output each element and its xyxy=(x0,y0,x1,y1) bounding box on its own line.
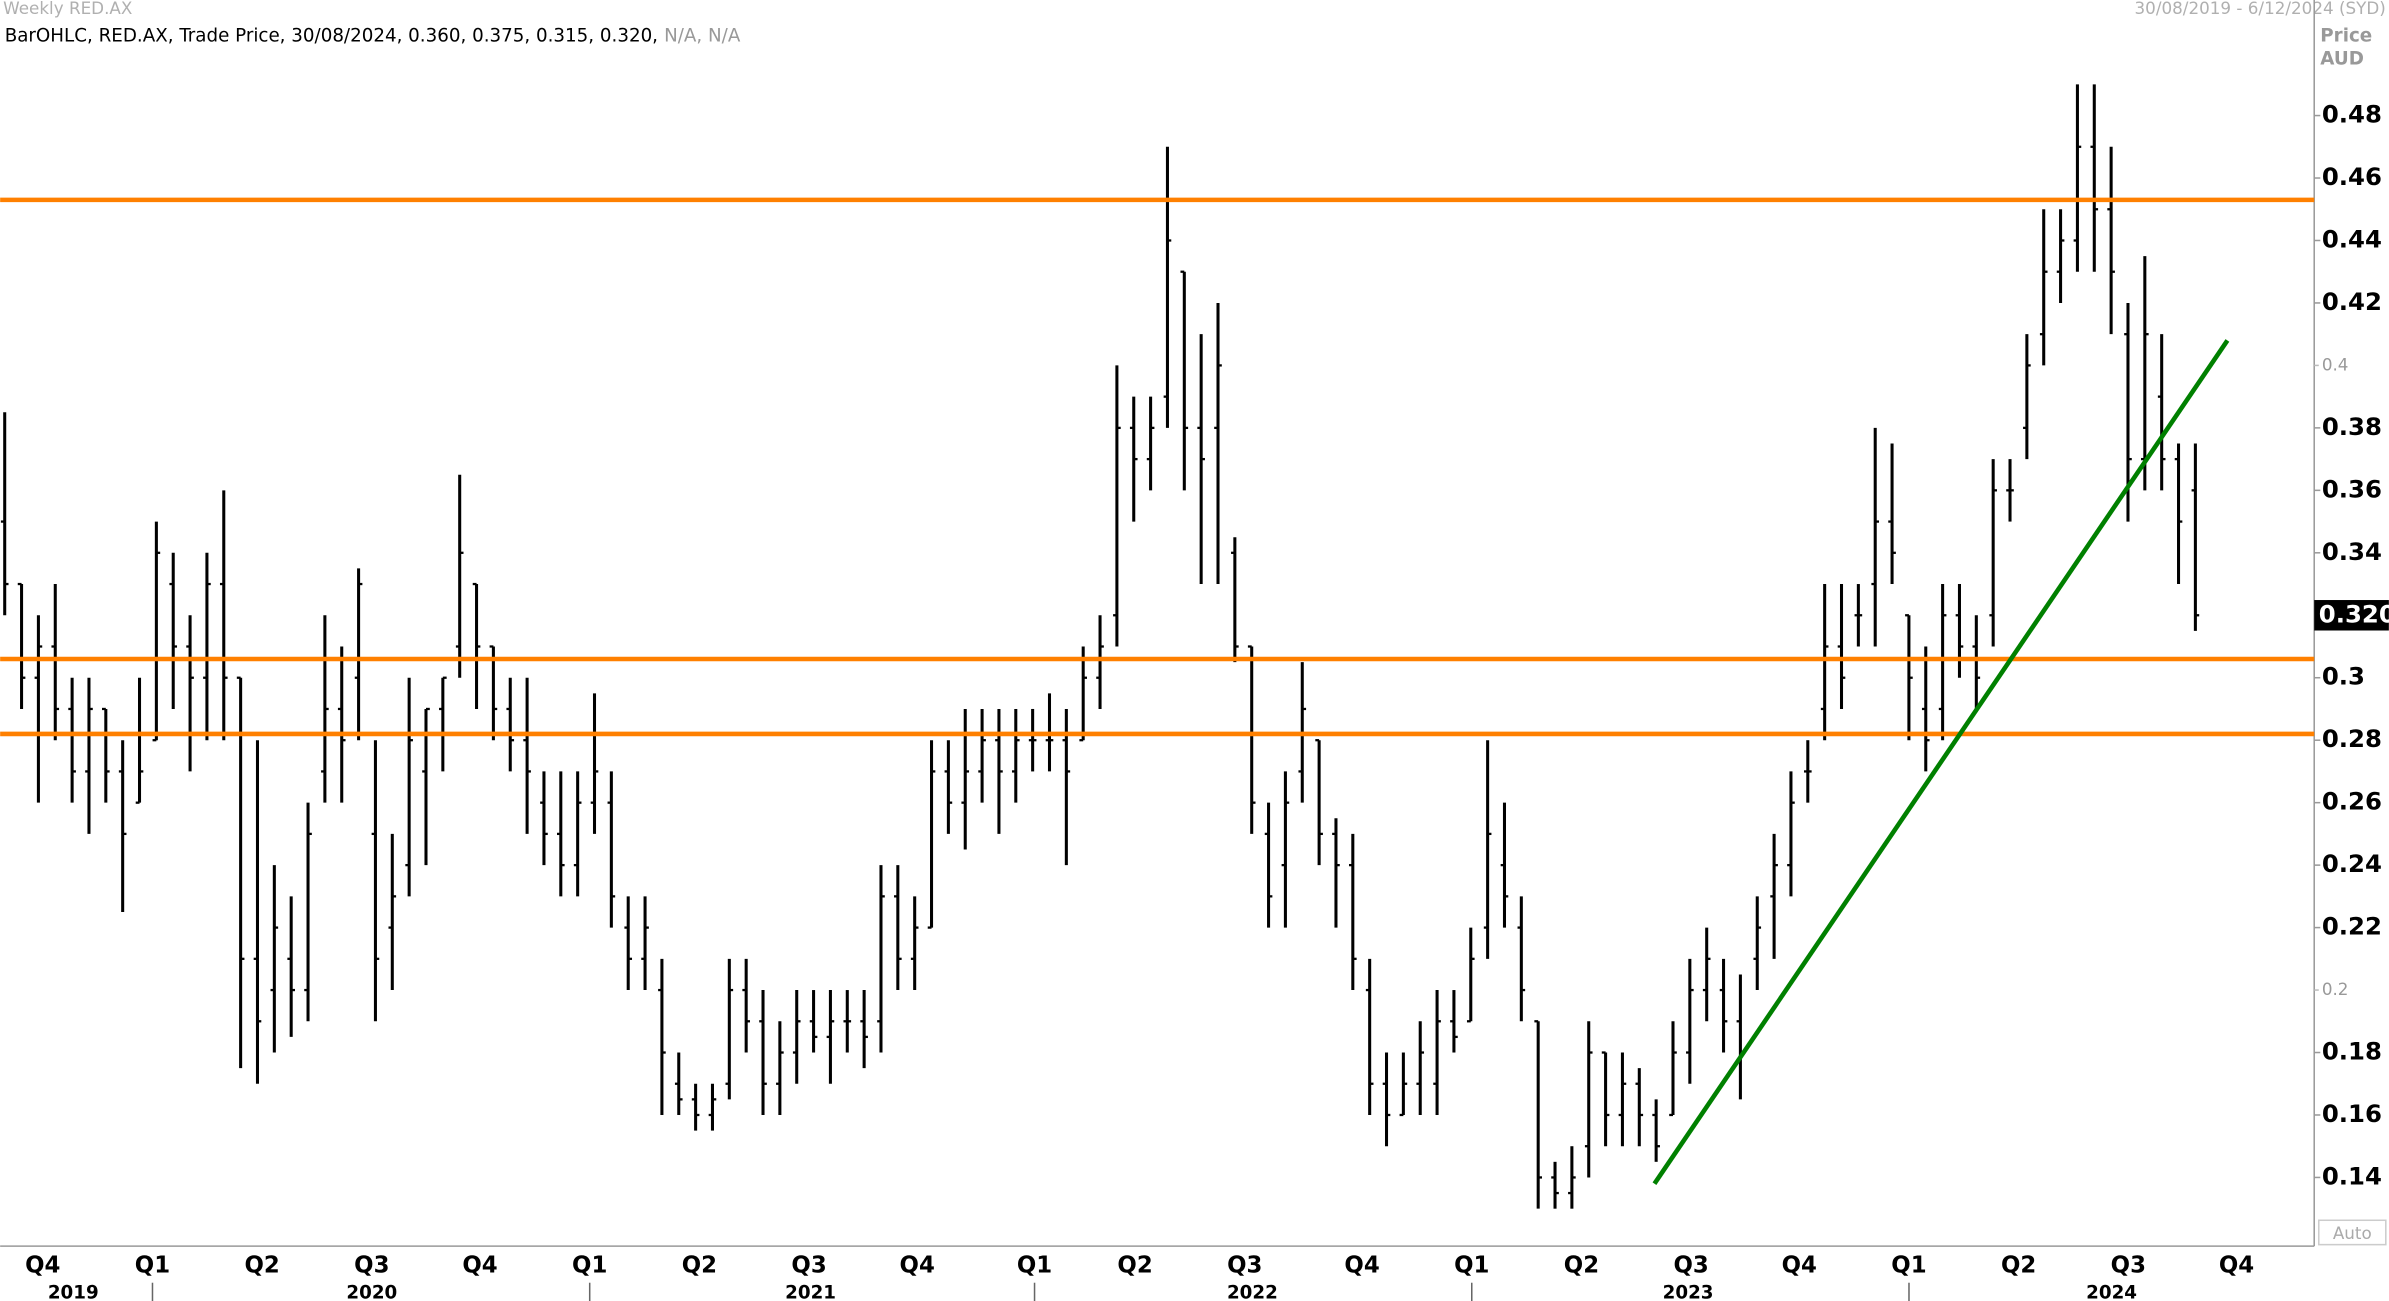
x-year-label: 2020 xyxy=(346,1282,397,1301)
y-tick-label: 0.18 xyxy=(2322,1037,2382,1066)
x-quarter-label: Q3 xyxy=(1227,1252,1262,1278)
date-range: 30/08/2019 - 6/12/2024 (SYD) xyxy=(2135,0,2386,18)
x-quarter-label: Q1 xyxy=(1891,1252,1926,1278)
y-tick-label: 0.46 xyxy=(2322,162,2382,191)
y-minor-tick-label: 0.4 xyxy=(2322,354,2349,374)
y-axis-unit: AUD xyxy=(2320,48,2364,69)
trendline xyxy=(1652,339,2230,1185)
x-quarter-label: Q2 xyxy=(2001,1252,2036,1278)
scale-mode-box[interactable] xyxy=(2318,1219,2387,1246)
x-quarter-label: Q4 xyxy=(1782,1252,1817,1278)
last-price-label: 0.320 xyxy=(2319,599,2389,628)
x-year-label: 2021 xyxy=(785,1282,836,1301)
y-tick-label: 0.22 xyxy=(2322,912,2382,941)
y-tick-label: 0.34 xyxy=(2322,537,2382,566)
y-tick-label: 0.16 xyxy=(2322,1099,2382,1128)
y-tick-label: 0.36 xyxy=(2322,474,2382,503)
x-quarter-label: Q4 xyxy=(25,1252,60,1278)
y-tick-label: 0.14 xyxy=(2322,1161,2382,1190)
x-year-label: 2019 xyxy=(48,1282,99,1301)
x-quarter-label: Q1 xyxy=(135,1252,170,1278)
x-year-label: 2022 xyxy=(1227,1282,1278,1301)
last-price-box xyxy=(2314,600,2389,631)
info-na: N/A, N/A xyxy=(664,26,741,47)
y-axis-label: Price xyxy=(2320,26,2372,47)
x-quarter-label: Q1 xyxy=(1017,1252,1052,1278)
y-tick-label: 0.24 xyxy=(2322,849,2382,878)
y-tick-label: 0.3 xyxy=(2322,662,2365,691)
x-quarter-label: Q4 xyxy=(900,1252,935,1278)
x-quarter-label: Q4 xyxy=(462,1252,497,1278)
x-quarter-label: Q4 xyxy=(2219,1252,2254,1278)
y-tick-label: 0.26 xyxy=(2322,787,2382,816)
x-quarter-label: Q2 xyxy=(1564,1252,1599,1278)
x-quarter-label: Q2 xyxy=(682,1252,717,1278)
x-quarter-label: Q3 xyxy=(2111,1252,2146,1278)
y-tick-label: 0.38 xyxy=(2322,412,2382,441)
x-quarter-label: Q2 xyxy=(1117,1252,1152,1278)
x-year-label: 2024 xyxy=(2086,1282,2137,1301)
x-quarter-label: Q4 xyxy=(1344,1252,1379,1278)
plot-area: 0.140.160.180.220.240.260.280.30.320.340… xyxy=(0,84,2382,1301)
info-values: BarOHLC, RED.AX, Trade Price, 30/08/2024… xyxy=(5,26,658,47)
y-tick-label: 0.28 xyxy=(2322,724,2382,753)
series-info: BarOHLC, RED.AX, Trade Price, 30/08/2024… xyxy=(5,26,741,47)
y-tick-label: 0.48 xyxy=(2322,100,2382,129)
y-minor-tick-label: 0.2 xyxy=(2322,979,2349,999)
y-tick-label: 0.42 xyxy=(2322,287,2382,316)
y-tick-label: 0.44 xyxy=(2322,224,2382,253)
x-quarter-label: Q2 xyxy=(245,1252,280,1278)
x-quarter-label: Q3 xyxy=(791,1252,826,1278)
chart-title: Weekly RED.AX xyxy=(3,0,132,18)
x-year-label: 2023 xyxy=(1663,1282,1714,1301)
x-quarter-label: Q1 xyxy=(1454,1252,1489,1278)
x-quarter-label: Q3 xyxy=(354,1252,389,1278)
x-quarter-label: Q1 xyxy=(572,1252,607,1278)
x-quarter-label: Q3 xyxy=(1673,1252,1708,1278)
scale-mode[interactable]: Auto xyxy=(2333,1223,2372,1243)
